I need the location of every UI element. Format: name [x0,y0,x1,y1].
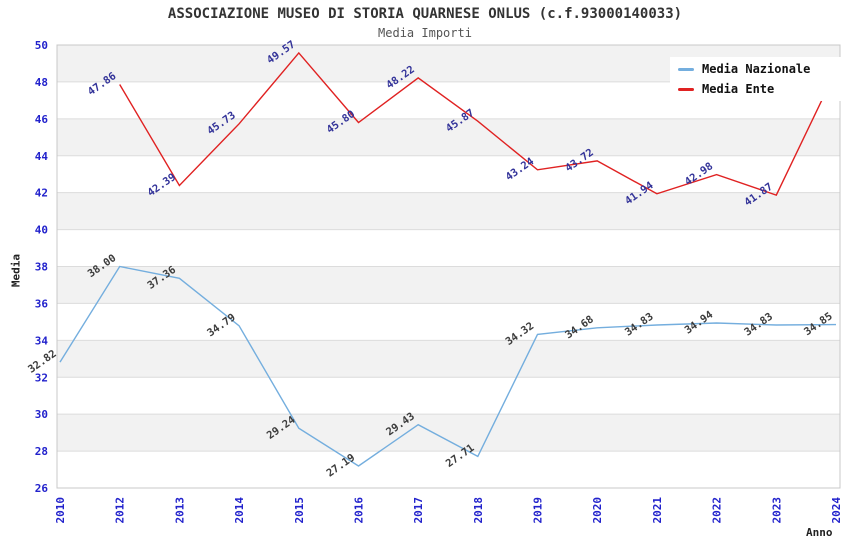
legend-label-nazionale: Media Nazionale [702,62,811,76]
x-axis-label: Anno [806,526,833,539]
y-tick-label: 40 [35,224,48,237]
y-tick-label: 36 [35,297,49,310]
data-label: 34.68 [563,313,596,341]
legend: Media Nazionale Media Ente [670,57,844,101]
plot-band [57,118,840,156]
data-label: 34.79 [205,311,238,339]
y-tick-label: 34 [35,334,49,347]
y-tick-label: 42 [35,187,48,200]
legend-item-media-ente: Media Ente [670,82,844,96]
x-tick-label: 2023 [770,497,783,524]
x-tick-label: 2021 [651,497,664,524]
x-tick-label: 2019 [532,497,545,524]
series-line-media-ente [119,51,837,196]
y-axis-label: Media [9,253,23,288]
plot-band [57,192,840,230]
chart-title: ASSOCIAZIONE MUSEO DI STORIA QUARNESE ON… [167,6,683,22]
legend-swatch-ente-icon [678,87,694,91]
data-label: 27.19 [324,452,357,480]
x-tick-label: 2018 [472,497,485,524]
y-tick-label: 44 [35,150,49,163]
x-tick-label: 2014 [233,497,246,524]
legend-label-ente: Media Ente [702,82,775,96]
x-tick-label: 2015 [293,497,306,524]
y-tick-label: 32 [35,371,48,384]
legend-swatch-nazionale-icon [678,67,694,71]
x-tick-label: 2024 [830,497,843,524]
y-tick-label: 30 [35,408,48,421]
series-line-media-nazionale [59,265,837,467]
y-tick-label: 50 [35,39,48,52]
chart-subtitle: Media Importi [378,26,472,40]
plot-border [56,44,841,489]
x-tick-label: 2010 [54,497,67,524]
y-tick-label: 26 [35,482,49,495]
x-tick-label: 2022 [711,497,724,524]
x-tick-label: 2013 [173,497,186,524]
data-label: 43.24 [503,155,536,183]
x-tick-label: 2017 [412,497,425,524]
y-tick-label: 46 [35,113,49,126]
x-tick-label: 2016 [352,497,365,524]
y-tick-label: 28 [35,445,48,458]
data-label: 42.98 [683,160,716,188]
plot-band [57,414,840,452]
x-tick-label: 2020 [591,497,604,524]
legend-item-media-nazionale: Media Nazionale [670,62,844,76]
y-tick-label: 38 [35,261,48,274]
y-tick-label: 48 [35,76,48,89]
x-tick-label: 2012 [114,497,127,524]
plot-band [57,340,840,378]
